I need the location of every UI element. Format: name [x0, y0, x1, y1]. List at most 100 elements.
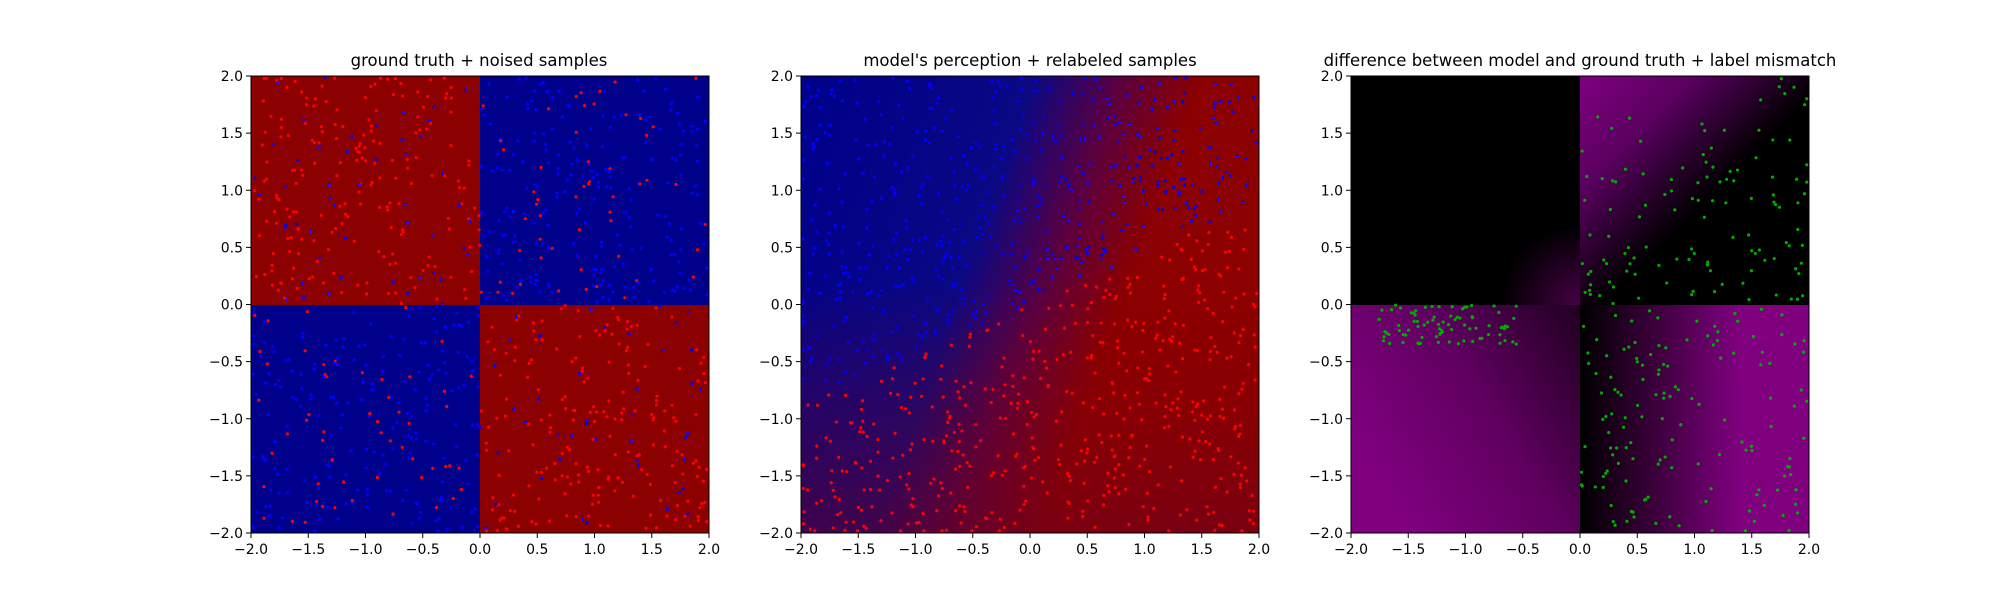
sample-point-blue	[414, 431, 418, 435]
sample-point-blue	[990, 79, 994, 83]
sample-point-blue	[696, 95, 700, 100]
sample-point-red	[1086, 499, 1090, 503]
sample-point-red	[1238, 423, 1242, 428]
sample-point-red	[1097, 396, 1102, 401]
sample-point-red	[1090, 353, 1094, 357]
mismatch-point	[1627, 116, 1632, 120]
sample-point-blue	[827, 211, 832, 215]
sample-point-blue	[684, 435, 688, 440]
sample-point-blue	[1153, 97, 1157, 102]
sample-point-red	[1217, 523, 1222, 527]
sample-point-blue	[595, 172, 600, 176]
sample-point-blue	[944, 116, 948, 120]
sample-point-blue	[677, 491, 681, 495]
sample-point-red	[1222, 385, 1227, 389]
sample-point-red	[1045, 491, 1049, 495]
sample-point-red	[837, 497, 841, 501]
sample-point-blue	[879, 112, 883, 117]
sample-point-red	[967, 344, 971, 348]
x-tick-label: −0.5	[956, 542, 990, 558]
mismatch-point	[1794, 267, 1798, 271]
sample-point-red	[1080, 449, 1084, 453]
sample-point-red	[1146, 518, 1150, 522]
sample-point-red	[356, 283, 360, 287]
sample-point-blue	[866, 143, 871, 147]
sample-point-red	[449, 96, 453, 100]
sample-point-red	[1015, 406, 1020, 410]
sample-point-blue	[444, 371, 448, 375]
sample-point-blue	[1000, 177, 1004, 181]
x-tick-label: −1.0	[1449, 542, 1483, 558]
mismatch-point	[1732, 179, 1736, 183]
sample-point-blue	[979, 145, 983, 149]
sample-point-red	[1208, 350, 1212, 354]
sample-point-red	[590, 502, 595, 506]
sample-point-blue	[969, 146, 973, 150]
sample-point-red	[950, 449, 954, 453]
sample-point-red	[860, 399, 865, 403]
sample-point-red	[563, 304, 567, 308]
y-tick-label: 2.0	[1321, 69, 1343, 85]
sample-point-blue	[1102, 247, 1106, 251]
sample-point-red	[903, 407, 908, 411]
sample-point-red	[885, 478, 889, 483]
mismatch-point	[1799, 261, 1803, 265]
sample-point-red	[1195, 239, 1199, 243]
sample-point-red	[1110, 380, 1114, 385]
sample-point-blue	[1177, 162, 1181, 166]
sample-point-blue	[1100, 236, 1105, 240]
sample-point-red	[357, 144, 361, 148]
sample-point-red	[1251, 522, 1256, 526]
sample-point-blue	[273, 440, 277, 444]
sample-point-red	[1122, 417, 1126, 421]
sample-point-red	[1248, 518, 1252, 522]
sample-point-red	[1161, 284, 1166, 288]
sample-point-red	[691, 275, 695, 279]
sample-point-red	[691, 461, 695, 465]
mismatch-point	[1588, 233, 1592, 237]
sample-point-blue	[285, 491, 289, 495]
sample-point-blue	[418, 510, 423, 514]
sample-point-blue	[302, 119, 306, 123]
mismatch-point	[1505, 325, 1510, 329]
sample-point-red	[313, 161, 317, 165]
mismatch-point	[1690, 197, 1695, 201]
sample-point-blue	[414, 501, 418, 505]
sample-point-blue	[589, 127, 593, 131]
sample-point-blue	[1105, 96, 1109, 100]
sample-point-blue	[808, 346, 812, 350]
sample-point-red	[1229, 355, 1233, 359]
sample-point-blue	[254, 392, 258, 396]
mismatch-point	[1696, 181, 1700, 185]
sample-point-red	[1093, 525, 1097, 529]
sample-point-blue	[915, 129, 919, 134]
sample-point-blue	[600, 114, 605, 118]
sample-point-red	[1203, 268, 1207, 272]
sample-point-red	[404, 305, 408, 310]
sample-points	[1377, 77, 1809, 533]
mismatch-point	[1709, 487, 1713, 491]
sample-point-red	[603, 329, 607, 333]
sample-point-blue	[950, 266, 955, 270]
sample-point-blue	[836, 358, 841, 362]
sample-point-blue	[976, 216, 981, 220]
sample-point-red	[1066, 472, 1070, 476]
sample-point-red	[548, 430, 552, 434]
sample-point-red	[321, 504, 325, 508]
sample-point-red	[1083, 459, 1087, 463]
sample-point-blue	[329, 395, 333, 399]
mismatch-point	[1660, 417, 1664, 421]
sample-point-blue	[1140, 85, 1144, 89]
sample-point-red	[340, 221, 344, 226]
sample-point-blue	[1039, 197, 1043, 201]
mismatch-point	[1596, 115, 1600, 119]
mismatch-point	[1676, 388, 1680, 392]
sample-point-blue	[910, 276, 914, 280]
sample-point-blue	[533, 89, 537, 93]
sample-point-blue	[934, 268, 939, 272]
mismatch-point	[1622, 347, 1626, 351]
sample-point-red	[263, 130, 267, 134]
sample-point-blue	[1012, 219, 1016, 223]
sample-point-red	[484, 441, 488, 445]
sample-point-blue	[486, 269, 490, 274]
